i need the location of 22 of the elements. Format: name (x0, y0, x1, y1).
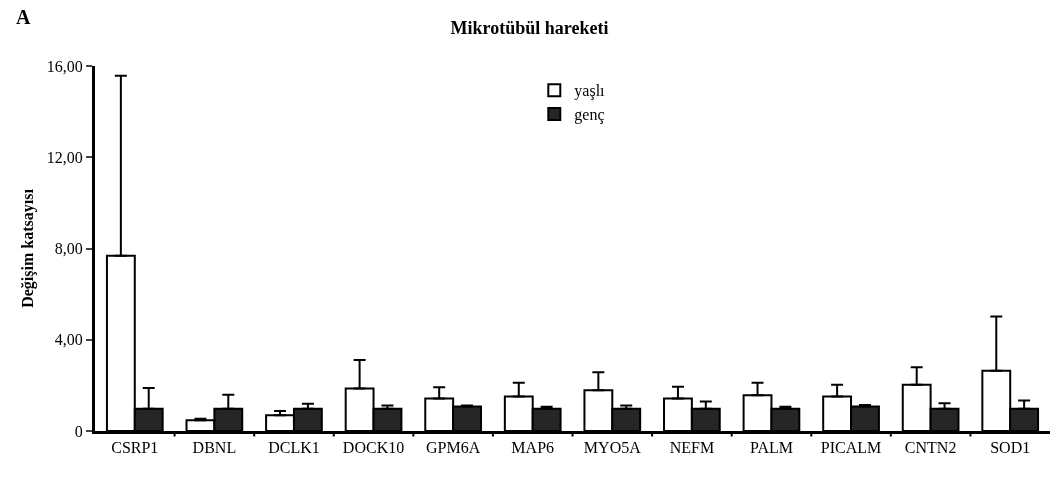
y-tick-label: 16,00 (46, 57, 83, 75)
x-tick-label: MAP6 (511, 439, 555, 457)
y-tick-label: 4,00 (54, 331, 83, 349)
x-tick-label: CSRP1 (111, 439, 159, 457)
y-tick-label: 0 (74, 422, 83, 440)
text: A (16, 6, 31, 28)
chart-title: Mikrotübül hareketi (450, 18, 609, 39)
y-tick-label: 8,00 (54, 240, 83, 258)
x-tick-label: SOD1 (990, 439, 1031, 457)
x-tick-label: DOCK10 (342, 439, 405, 457)
x-tick-label: PICALM (820, 439, 882, 457)
x-tick-label: DBNL (192, 439, 237, 457)
x-tick-label: GPM6A (426, 439, 481, 457)
x-tick-label: NEFM (669, 439, 715, 457)
legend-label: yaşlı (574, 82, 606, 101)
legend-label: genç (574, 106, 605, 125)
x-tick-label: DCLK1 (268, 439, 320, 457)
x-tick-label: CNTN2 (904, 439, 957, 457)
x-tick-label: PALM (749, 439, 793, 457)
x-tick-label: MYO5A (583, 439, 642, 457)
y-tick-label: 12,00 (46, 148, 83, 166)
y-axis-title: Değişim katsayısı (18, 188, 37, 308)
